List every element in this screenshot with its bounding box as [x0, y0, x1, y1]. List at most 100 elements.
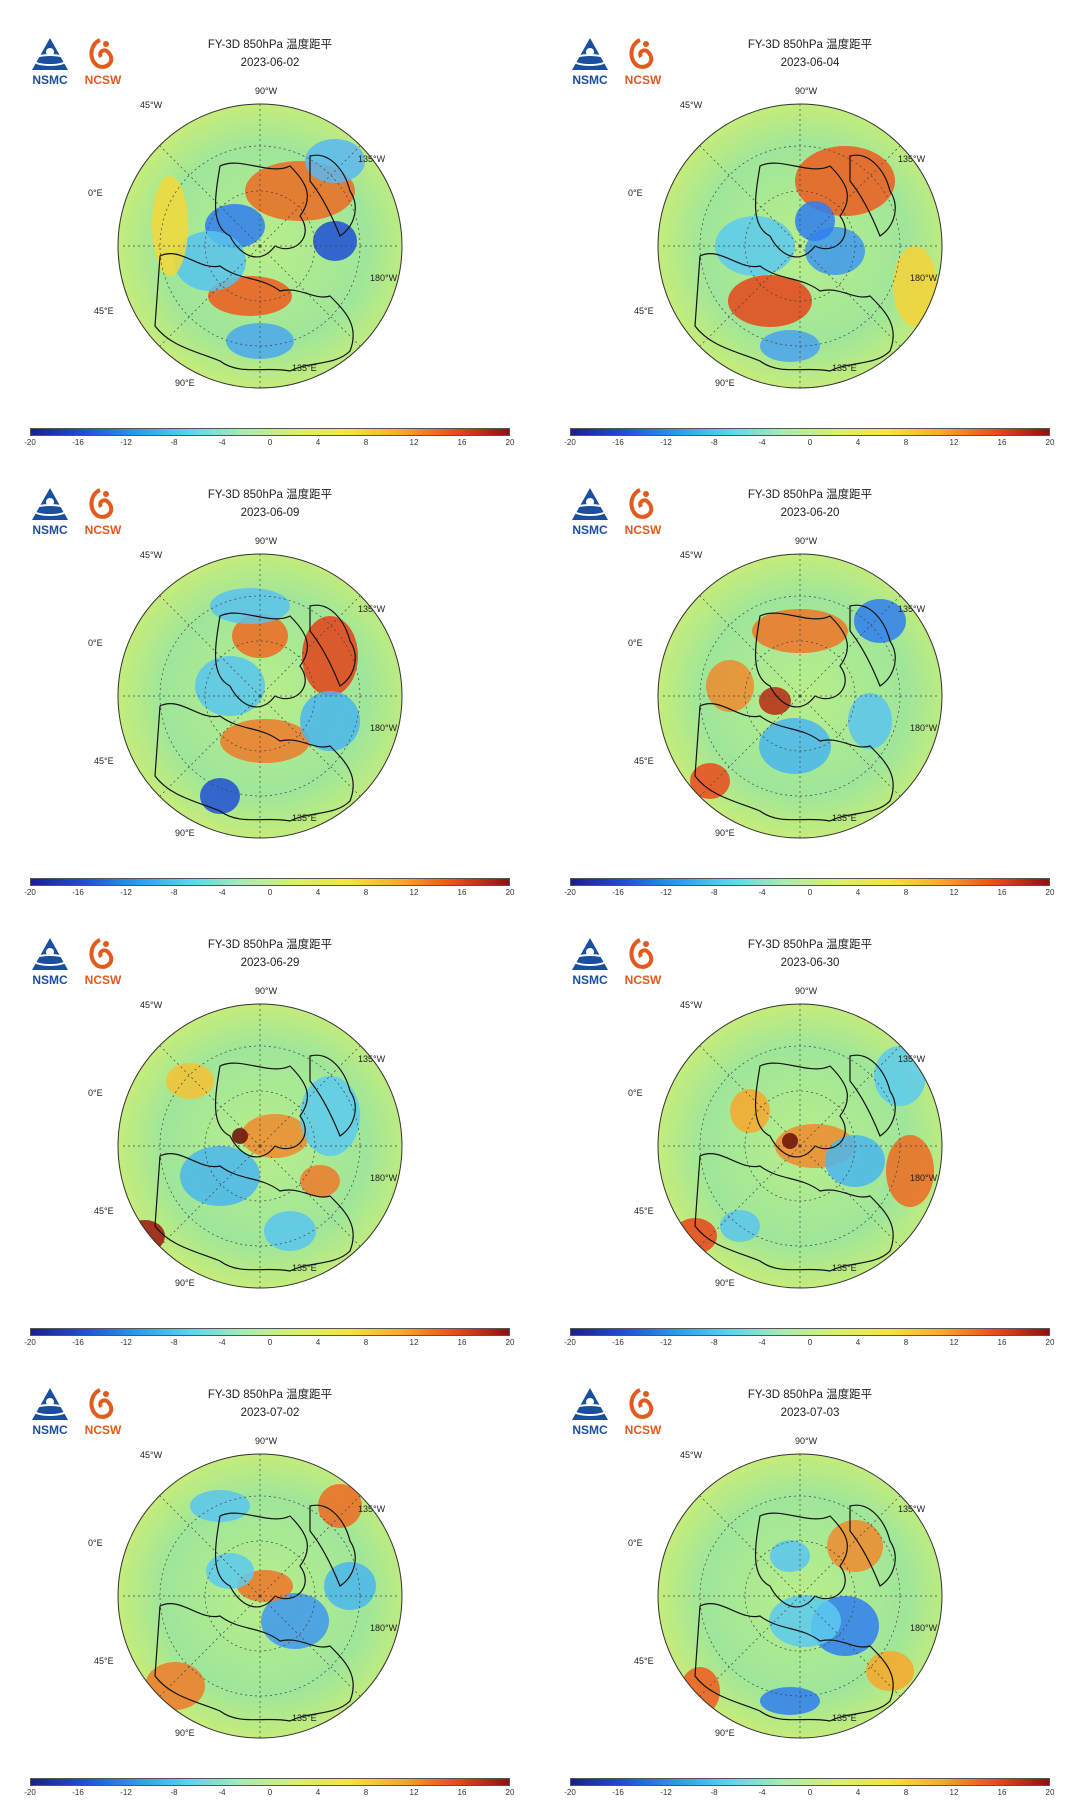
colorbar-tick-label: -12 — [660, 438, 672, 447]
colorbar-tick-label: 4 — [315, 1338, 321, 1347]
colorbar-tick-label: 20 — [1045, 438, 1055, 447]
nsmc-logo-icon — [32, 488, 68, 520]
colorbar-tick-label: -8 — [170, 1788, 178, 1797]
ncsw-label: NCSW — [85, 1423, 122, 1437]
colorbar-tick-label: -12 — [120, 1338, 132, 1347]
map-longitude-label: 90°W — [255, 986, 278, 996]
map-longitude-label: 0°E — [628, 638, 643, 648]
map-longitude-label: 90°W — [255, 536, 278, 546]
colorbar-tick-label: -16 — [72, 438, 84, 447]
colorbar-tick-label: -8 — [710, 888, 718, 897]
polar-map: 45°W 90°W 135°W 0°E 180°W 45°E 90°E 135°E — [70, 526, 470, 871]
ncsw-logo-icon — [89, 1388, 114, 1419]
colorbar-tick-label: 0 — [267, 888, 273, 897]
nsmc-label: NSMC — [572, 1423, 608, 1437]
colorbar-tick-label: 4 — [855, 888, 861, 897]
nsmc-logo-icon — [32, 1388, 68, 1420]
colorbar-tick-label: -8 — [170, 1338, 178, 1347]
colorbar-tick-label: 16 — [997, 1788, 1007, 1797]
colorbar: -20 -16 -12 -8 -4 0 4 8 12 16 20 — [564, 878, 1054, 902]
colorbar-tick-label: 12 — [409, 888, 419, 897]
map-longitude-label: 0°E — [88, 188, 103, 198]
colorbar-tick-label: -4 — [218, 888, 226, 897]
colorbar-tick-label: 8 — [363, 438, 369, 447]
colorbar-tick-label: -12 — [120, 888, 132, 897]
map-longitude-label: 45°W — [140, 1450, 163, 1460]
colorbar-tick-label: -20 — [24, 438, 36, 447]
map-longitude-label: 135°E — [292, 363, 317, 373]
map-longitude-label: 45°W — [680, 100, 703, 110]
map-panel: NSMC NCSW FY-3D 850hPa 温度距平 2023-06-09 45°W 9… — [0, 456, 540, 906]
map-date: 2023-06-20 — [780, 507, 840, 519]
colorbar-tick-label: 12 — [409, 438, 419, 447]
map-panel: NSMC NCSW FY-3D 850hPa 温度距平 2023-06-02 45°W 9… — [0, 6, 540, 456]
colorbar-tick-label: 0 — [267, 1338, 273, 1347]
colorbar-tick-label: -16 — [72, 1788, 84, 1797]
map-longitude-label: 45°E — [94, 756, 114, 766]
map-longitude-label: 135°E — [832, 813, 857, 823]
colorbar: -20 -16 -12 -8 -4 0 4 8 12 16 20 — [564, 1778, 1054, 1802]
colorbar-tick-label: 8 — [903, 1338, 909, 1347]
polar-map: 45°W 90°W 135°W 0°E 180°W 45°E 90°E 135°E — [610, 76, 1010, 421]
map-longitude-label: 90°E — [175, 378, 195, 388]
colorbar: -20 -16 -12 -8 -4 0 4 8 12 16 20 — [564, 1328, 1054, 1352]
colorbar-tick-label: 20 — [1045, 1338, 1055, 1347]
map-longitude-label: 90°E — [715, 378, 735, 388]
colorbar: -20 -16 -12 -8 -4 0 4 8 12 16 20 — [564, 428, 1054, 452]
map-date: 2023-06-02 — [240, 57, 300, 69]
map-longitude-label: 135°E — [292, 813, 317, 823]
map-title: FY-3D 850hPa 温度距平 — [747, 1389, 873, 1401]
agency-logos: NSMC NCSW — [572, 1388, 662, 1437]
colorbar-tick-label: 4 — [855, 1788, 861, 1797]
ncsw-label: NCSW — [85, 73, 122, 87]
colorbar-tick-label: -4 — [218, 1338, 226, 1347]
map-date: 2023-06-09 — [240, 507, 300, 519]
map-date: 2023-06-29 — [240, 957, 300, 969]
nsmc-label: NSMC — [572, 523, 608, 537]
map-longitude-label: 90°W — [795, 86, 818, 96]
colorbar-gradient — [30, 878, 510, 886]
colorbar-tick-label: -20 — [564, 1338, 576, 1347]
colorbar: -20 -16 -12 -8 -4 0 4 8 12 16 20 — [24, 1778, 514, 1802]
nsmc-logo-icon — [572, 488, 608, 520]
map-longitude-label: 135°W — [358, 1504, 386, 1514]
colorbar-tick-label: -16 — [612, 1788, 624, 1797]
agency-logos: NSMC NCSW — [32, 938, 122, 987]
colorbar-tick-label: 12 — [949, 888, 959, 897]
colorbar-tick-label: -12 — [120, 1788, 132, 1797]
map-title: FY-3D 850hPa 温度距平 — [747, 39, 873, 51]
map-longitude-label: 45°W — [140, 100, 163, 110]
map-longitude-label: 45°W — [140, 550, 163, 560]
colorbar-tick-label: 20 — [505, 888, 515, 897]
colorbar-tick-label: -16 — [72, 888, 84, 897]
map-longitude-label: 90°W — [255, 1436, 278, 1446]
colorbar-tick-label: 8 — [903, 1788, 909, 1797]
colorbar-tick-label: -8 — [710, 438, 718, 447]
ncsw-logo-icon — [89, 938, 114, 969]
colorbar-tick-label: 0 — [267, 1788, 273, 1797]
map-longitude-label: 135°E — [832, 1713, 857, 1723]
map-longitude-label: 0°E — [628, 1538, 643, 1548]
colorbar-tick-label: 20 — [505, 1338, 515, 1347]
map-longitude-label: 90°E — [175, 1278, 195, 1288]
map-longitude-label: 135°W — [358, 154, 386, 164]
map-longitude-label: 135°W — [898, 1054, 926, 1064]
colorbar-tick-label: 0 — [267, 438, 273, 447]
map-longitude-label: 135°W — [898, 1504, 926, 1514]
map-longitude-label: 135°E — [832, 1263, 857, 1273]
map-longitude-label: 90°W — [255, 86, 278, 96]
colorbar-tick-label: -20 — [24, 1788, 36, 1797]
map-longitude-label: 0°E — [88, 1538, 103, 1548]
colorbar-tick-label: 4 — [315, 888, 321, 897]
map-longitude-label: 90°W — [795, 986, 818, 996]
colorbar-tick-label: 16 — [457, 1338, 467, 1347]
map-longitude-label: 45°W — [680, 1000, 703, 1010]
map-longitude-label: 180°W — [910, 723, 938, 733]
polar-map: 45°W 90°W 135°W 0°E 180°W 45°E 90°E 135°E — [610, 976, 1010, 1321]
map-panel: NSMC NCSW FY-3D 850hPa 温度距平 2023-06-04 45°W 9… — [540, 6, 1080, 456]
colorbar-tick-label: 12 — [409, 1788, 419, 1797]
agency-logos: NSMC NCSW — [32, 488, 122, 537]
colorbar-gradient — [570, 428, 1050, 436]
agency-logos: NSMC NCSW — [32, 1388, 122, 1437]
